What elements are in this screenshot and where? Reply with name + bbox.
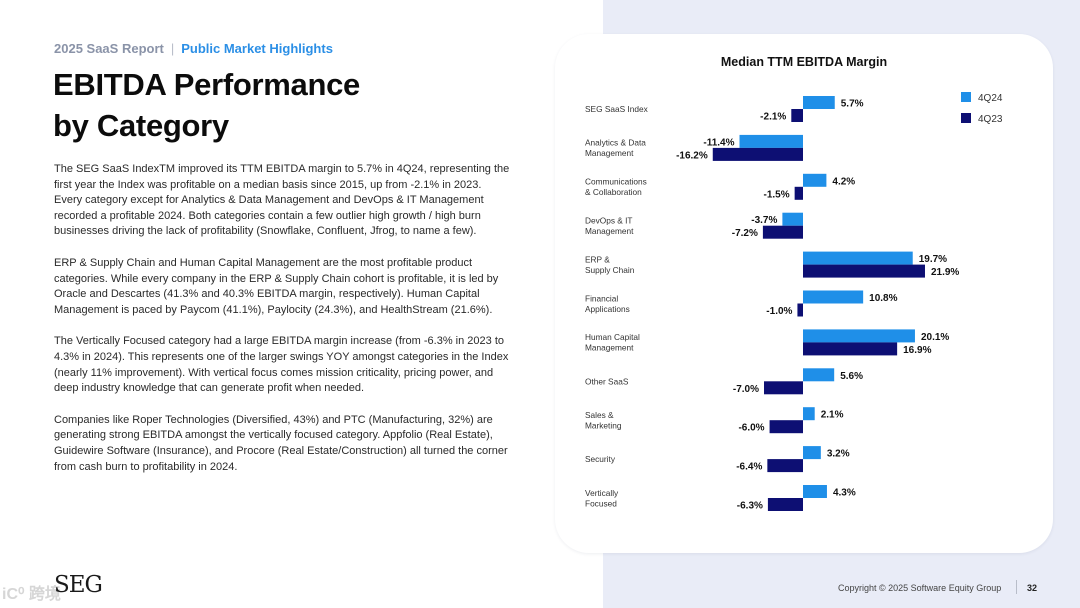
data-label: -2.1%: [760, 112, 786, 123]
seg-logo: SEG: [54, 572, 103, 598]
category-label: Sales &: [585, 410, 614, 420]
bar-4q24: [782, 212, 803, 226]
chart-card: Median TTM EBITDA Margin SEG SaaS Index 5.…: [555, 34, 1053, 553]
bar-4q24: [803, 368, 835, 382]
bar-4q24: [803, 446, 821, 460]
category-label: ERP &: [585, 254, 610, 264]
section-name: Public Market Highlights: [181, 41, 333, 56]
copyright: Copyright © 2025 Software Equity Group: [838, 583, 1002, 593]
chart-title: Median TTM EBITDA Margin: [721, 55, 887, 69]
bar-4q23: [803, 264, 925, 278]
paragraph: The Vertically Focused category had a la…: [54, 335, 509, 395]
bar-4q24: [803, 485, 827, 498]
data-label: 4.2%: [832, 176, 855, 187]
data-label: -6.0%: [738, 423, 764, 434]
bar-4q23: [803, 342, 898, 356]
category-label: Security: [585, 454, 616, 464]
category-label: Supply Chain: [585, 265, 635, 275]
data-label: -11.4%: [703, 137, 734, 148]
bar-4q24: [803, 96, 835, 109]
data-label: 2.1%: [821, 410, 844, 421]
legend-label: 4Q24: [978, 93, 1003, 104]
page-number: 32: [1027, 583, 1038, 593]
bar-4q24: [803, 407, 815, 421]
eyebrow-separator: |: [170, 41, 175, 56]
legend-label: 4Q23: [978, 114, 1003, 125]
category-label: Management: [585, 343, 634, 353]
category-label: Financial: [585, 293, 618, 303]
bar-4q24: [803, 173, 827, 187]
paragraph: ERP & Supply Chain and Human Capital Man…: [54, 256, 499, 316]
report-name: 2025 SaaS Report: [54, 41, 164, 56]
footer-divider: [1016, 580, 1017, 594]
bar-4q24: [739, 134, 803, 148]
category-label: Human Capital: [585, 332, 640, 342]
bar-4q23: [797, 303, 803, 317]
data-label: 20.1%: [921, 332, 949, 343]
bar-4q23: [767, 459, 803, 473]
category-label: Analytics & Data: [585, 138, 646, 148]
data-label: 19.7%: [919, 254, 947, 265]
data-label: 10.8%: [869, 293, 897, 304]
legend-swatch-4q24: [961, 92, 971, 102]
page-title-line2: by Category: [53, 108, 229, 143]
bar-4q23: [712, 147, 803, 161]
category-label: SEG SaaS Index: [585, 104, 649, 114]
category-label: Communications: [585, 177, 647, 187]
category-label: Management: [585, 226, 634, 236]
bar-4q23: [769, 420, 803, 434]
legend-swatch-4q23: [961, 113, 971, 123]
page-title-line1: EBITDA Performance: [53, 67, 360, 102]
data-label: -7.2%: [732, 228, 758, 239]
data-label: 21.9%: [931, 267, 959, 278]
data-label: -3.7%: [751, 215, 777, 226]
data-label: 4.3%: [833, 488, 856, 499]
bar-4q23: [767, 498, 803, 511]
page-title: EBITDA Performance by Category: [53, 64, 533, 146]
category-label: & Collaboration: [585, 187, 642, 197]
bar-4q24: [803, 251, 913, 265]
data-label: 5.7%: [841, 99, 864, 110]
category-label: Marketing: [585, 420, 622, 430]
data-label: 16.9%: [903, 345, 931, 356]
watermark: iC⁰ 跨境: [2, 586, 61, 603]
paragraph: The SEG SaaS IndexTM improved its TTM EB…: [54, 163, 510, 238]
category-label: Focused: [585, 498, 617, 508]
bar-4q23: [764, 381, 803, 395]
data-label: -6.3%: [737, 501, 763, 512]
paragraph: Companies like Roper Technologies (Diver…: [54, 413, 508, 473]
category-label: Applications: [585, 304, 630, 314]
body-text: The SEG SaaS IndexTM improved its TTM EB…: [54, 162, 510, 491]
category-label: Management: [585, 148, 634, 158]
bar-4q24: [803, 290, 864, 304]
category-label: Vertically: [585, 488, 619, 498]
bar-4q23: [794, 186, 803, 200]
ebitda-margin-chart: Median TTM EBITDA Margin SEG SaaS Index 5.…: [585, 55, 1003, 512]
data-label: 3.2%: [827, 449, 850, 460]
category-label: Other SaaS: [585, 376, 629, 386]
data-label: -16.2%: [676, 150, 708, 161]
category-label: DevOps & IT: [585, 215, 633, 225]
bar-4q24: [803, 329, 915, 343]
bar-4q23: [762, 225, 803, 239]
data-label: 5.6%: [840, 371, 863, 382]
data-label: -6.4%: [736, 462, 762, 473]
data-label: -1.5%: [764, 189, 790, 200]
bar-4q23: [791, 109, 803, 122]
eyebrow: 2025 SaaS Report | Public Market Highlight…: [54, 41, 333, 56]
data-label: -1.0%: [766, 306, 792, 317]
data-label: -7.0%: [733, 384, 759, 395]
